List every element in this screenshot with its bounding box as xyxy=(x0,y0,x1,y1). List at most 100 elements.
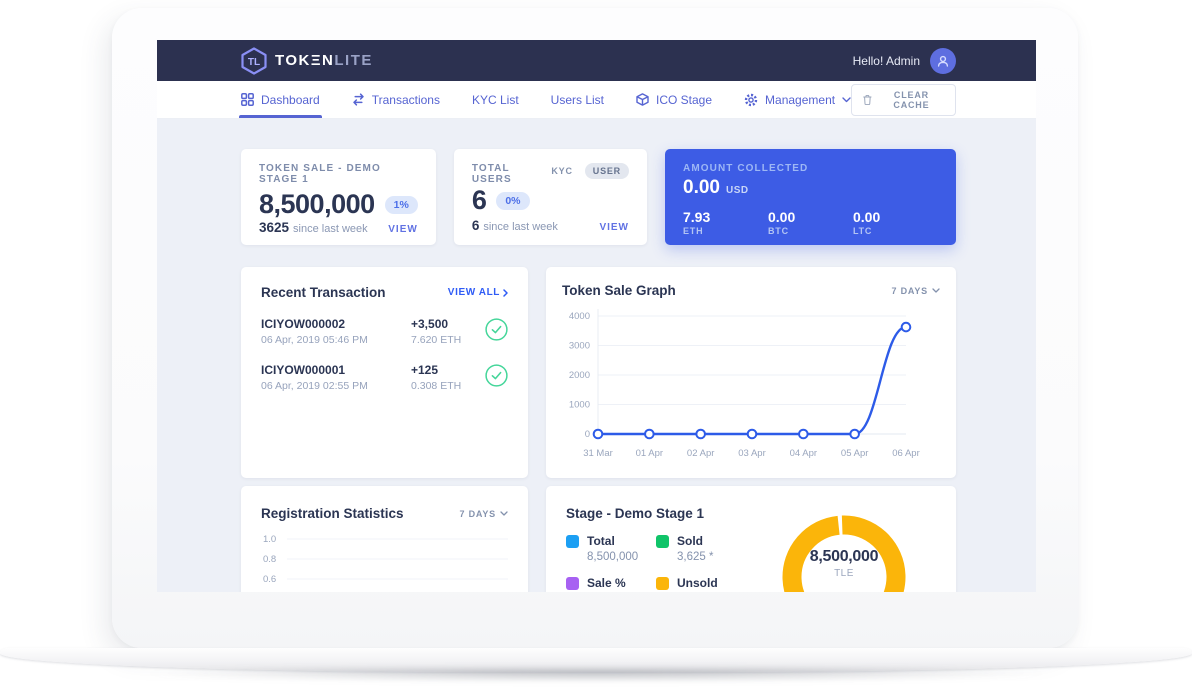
amount-collected-card: AMOUNT COLLECTED 0.00 USD 7.93 ETH 0.00 … xyxy=(665,149,956,245)
total-users-view-link[interactable]: VIEW xyxy=(599,222,629,233)
toggle-user[interactable]: USER xyxy=(584,163,629,179)
registration-chart: 1.0 0.8 0.6 xyxy=(263,534,508,585)
tab-kyc-list[interactable]: KYC List xyxy=(472,81,519,118)
transaction-eth: 7.620 ETH xyxy=(411,334,462,346)
svg-text:03 Apr: 03 Apr xyxy=(738,448,765,459)
tabbar: Dashboard Transactions KYC List Users Li… xyxy=(157,81,1036,119)
tab-users-list[interactable]: Users List xyxy=(551,81,604,118)
graph-range-select[interactable]: 7 DAYS xyxy=(892,286,941,296)
total-users-badge: 0% xyxy=(496,191,530,210)
amount-collected-value: 0.00 xyxy=(683,177,720,198)
tab-label: KYC List xyxy=(471,92,519,107)
chevron-down-icon xyxy=(932,288,940,293)
total-users-value: 6 xyxy=(471,185,487,215)
svg-text:3000: 3000 xyxy=(569,341,590,352)
legend-swatch-total xyxy=(566,534,579,548)
tab-management[interactable]: Management xyxy=(744,81,851,118)
bottom-row: Registration Statistics 7 DAYS 1.0 0.8 0.6… xyxy=(241,486,956,592)
svg-text:01 Apr: 01 Apr xyxy=(636,448,663,459)
breakdown-eth: 7.93 ETH xyxy=(683,209,711,236)
svg-text:4000: 4000 xyxy=(569,311,590,322)
svg-text:04 Apr: 04 Apr xyxy=(790,448,817,459)
total-users-delta: 6 since last week xyxy=(471,218,558,233)
tokenlite-logo-icon: TL xyxy=(241,46,267,75)
token-sale-card: TOKEN SALE - DEMO STAGE 1 8,500,000 1% 3… xyxy=(241,149,436,245)
legend-sale-pct: Sale % xyxy=(566,576,656,590)
transaction-row[interactable]: ICIYOW000001 06 Apr, 2019 02:55 PM +125 … xyxy=(261,363,508,392)
tab-label: ICO Stage xyxy=(656,92,713,107)
svg-text:0.6: 0.6 xyxy=(263,574,276,585)
topbar: TL TOKΞNLITE Hello! Admin xyxy=(157,40,1036,81)
svg-text:02 Apr: 02 Apr xyxy=(687,448,714,459)
breakdown-btc: 0.00 BTC xyxy=(768,209,796,236)
trash-icon xyxy=(863,94,872,105)
registration-statistics-card: Registration Statistics 7 DAYS 1.0 0.8 0.6 xyxy=(241,486,528,592)
clear-cache-button[interactable]: CLEAR CACHE xyxy=(851,83,956,116)
legend-swatch-unsold xyxy=(656,576,669,590)
svg-text:1000: 1000 xyxy=(569,400,590,411)
view-all-link[interactable]: VIEW ALL xyxy=(448,287,508,298)
toggle-kyc[interactable]: KYC xyxy=(551,166,573,176)
tab-label: Dashboard xyxy=(261,92,320,107)
total-users-card: TOTAL USERS KYC USER 6 0% 6 since last we… xyxy=(453,149,647,245)
token-sale-value: 8,500,000 xyxy=(259,189,375,219)
svg-text:0.8: 0.8 xyxy=(263,554,276,565)
recent-transactions-card: Recent Transaction VIEW ALL ICIYOW000002… xyxy=(241,267,528,478)
transaction-amount: +125 xyxy=(411,363,439,377)
transaction-date: 06 Apr, 2019 02:55 PM xyxy=(261,380,368,392)
legend-swatch-sold xyxy=(656,534,669,548)
tab-transactions[interactable]: Transactions xyxy=(352,81,440,118)
chevron-down-icon xyxy=(500,511,508,516)
tab-label: Users List xyxy=(550,92,604,107)
chevron-right-icon xyxy=(503,288,508,297)
svg-text:TL: TL xyxy=(248,57,260,68)
stage-legend: Total 8,500,000 Sold 3,625 * Sale % Unso… xyxy=(566,534,936,590)
svg-text:05 Apr: 05 Apr xyxy=(841,448,868,459)
currency-breakdown: 7.93 ETH 0.00 BTC 0.00 LTC xyxy=(683,209,938,236)
stats-row: TOKEN SALE - DEMO STAGE 1 8,500,000 1% 3… xyxy=(241,149,956,245)
tab-label: Management xyxy=(765,92,836,107)
legend-total: Total 8,500,000 xyxy=(566,534,656,563)
svg-text:1.0: 1.0 xyxy=(263,534,276,545)
card-title: AMOUNT COLLECTED xyxy=(683,163,809,174)
token-sale-view-link[interactable]: VIEW xyxy=(388,224,418,235)
token-sale-line-chart: 0 1000 2000 3000 4000 31 Mar 01 Apr 02 Apr 03 Ap… xyxy=(569,309,920,459)
stage-donut-chart xyxy=(782,515,906,592)
token-sale-delta: 3625 since last week xyxy=(259,220,368,235)
transaction-amount: +3,500 xyxy=(411,317,449,331)
chevron-down-icon xyxy=(842,96,851,102)
donut-center-label: 8,500,000 TLE xyxy=(809,548,879,579)
card-title: Recent Transaction xyxy=(261,285,386,300)
token-sale-graph-card: Token Sale Graph 7 DAYS 0 1000 2000 3000 400… xyxy=(546,267,956,478)
card-title: Registration Statistics xyxy=(261,506,404,521)
brand[interactable]: TL TOKΞNLITE xyxy=(241,46,373,75)
tab-label: Transactions xyxy=(371,92,440,107)
token-sale-badge: 1% xyxy=(384,195,418,214)
svg-text:2000: 2000 xyxy=(569,370,590,381)
transaction-id: ICIYOW000001 xyxy=(261,363,346,377)
transaction-row[interactable]: ICIYOW000002 06 Apr, 2019 05:46 PM +3,50… xyxy=(261,317,508,346)
tab-dashboard[interactable]: Dashboard xyxy=(239,81,322,118)
tab-ico-stage[interactable]: ICO Stage xyxy=(636,81,712,118)
transaction-eth: 0.308 ETH xyxy=(411,380,462,392)
user-avatar[interactable] xyxy=(930,47,956,74)
legend-sold: Sold 3,625 * xyxy=(656,534,776,563)
check-circle-icon xyxy=(485,317,508,341)
breakdown-ltc: 0.00 LTC xyxy=(853,209,881,236)
grid-icon xyxy=(241,93,254,106)
registration-range-select[interactable]: 7 DAYS xyxy=(460,509,509,519)
amount-collected-currency: USD xyxy=(725,185,749,196)
card-title: Stage - Demo Stage 1 xyxy=(566,506,705,521)
dashboard-content: TOKEN SALE - DEMO STAGE 1 8,500,000 1% 3… xyxy=(157,119,1036,592)
transaction-id: ICIYOW000002 xyxy=(261,317,346,331)
card-title: TOTAL USERS xyxy=(471,163,512,185)
brand-name: TOKΞNLITE xyxy=(275,52,373,69)
greeting-text: Hello! Admin xyxy=(852,53,920,68)
laptop-shadow xyxy=(14,668,1178,686)
svg-text:31 Mar: 31 Mar xyxy=(583,448,613,459)
exchange-icon xyxy=(352,93,364,106)
svg-text:06 Apr: 06 Apr xyxy=(892,448,919,459)
stage-card: Stage - Demo Stage 1 Total 8,500,000 Sol… xyxy=(546,486,956,592)
legend-swatch-sale-pct xyxy=(566,576,579,590)
